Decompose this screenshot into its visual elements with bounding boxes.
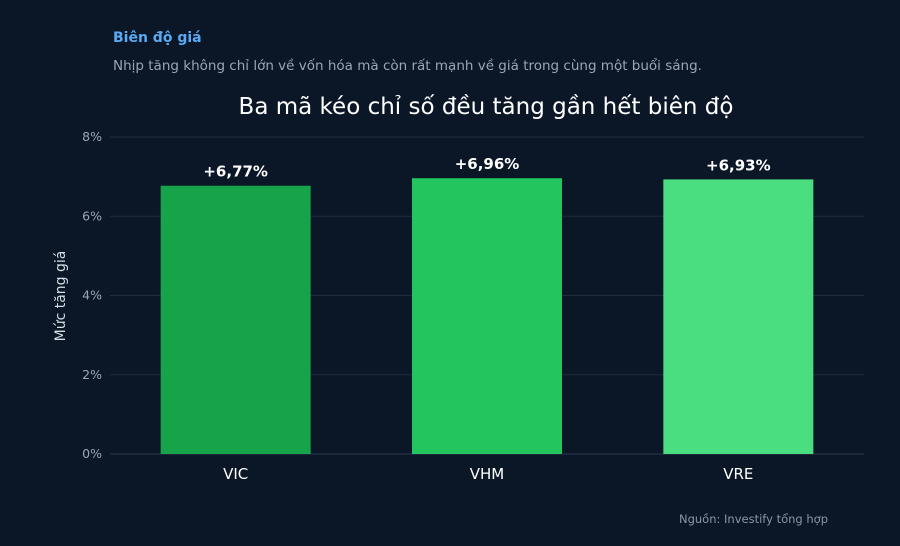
chart-title: Ba mã kéo chỉ số đều tăng gần hết biên đ… bbox=[239, 94, 734, 120]
data-label-vre: +6,93% bbox=[706, 156, 771, 174]
data-label-vhm: +6,96% bbox=[455, 155, 520, 173]
y-tick-label: 6% bbox=[82, 208, 102, 223]
source-note: Nguồn: Investify tổng hợp bbox=[678, 512, 828, 526]
y-axis-label: Mức tăng giá bbox=[53, 251, 69, 342]
x-tick-label-vre: VRE bbox=[723, 465, 753, 483]
labels-layer: +6,77% VIC +6,96% VHM +6,93% VRE bbox=[203, 155, 770, 483]
bar-vhm bbox=[412, 178, 562, 454]
bars-layer bbox=[160, 178, 814, 454]
y-tick-label: 2% bbox=[82, 367, 102, 382]
y-tick-label: 4% bbox=[82, 288, 102, 303]
y-tick-label: 8% bbox=[82, 129, 102, 144]
x-tick-label-vhm: VHM bbox=[470, 465, 504, 483]
y-tick-label: 0% bbox=[82, 446, 102, 461]
data-label-vic: +6,77% bbox=[203, 163, 268, 181]
bar-vre bbox=[663, 179, 814, 454]
bar-vic bbox=[160, 185, 311, 454]
chart-subtitle: Nhịp tăng không chỉ lớn về vốn hóa mà cò… bbox=[113, 58, 702, 74]
section-eyebrow: Biên độ giá bbox=[113, 30, 202, 46]
x-tick-label-vic: VIC bbox=[223, 465, 248, 483]
